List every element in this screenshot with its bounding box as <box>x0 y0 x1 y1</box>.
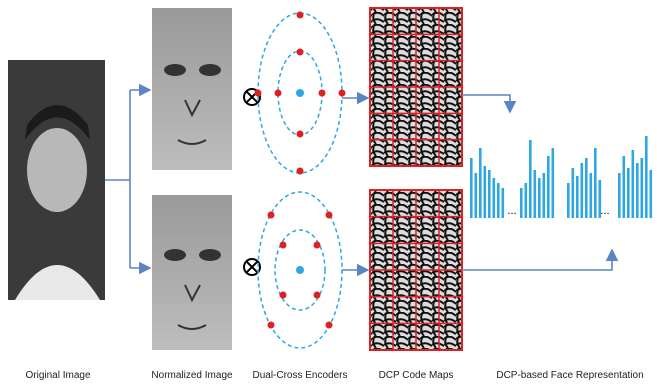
histogram-bar <box>645 136 648 218</box>
histogram-bar <box>497 183 500 218</box>
ellipsis: ... <box>600 205 609 217</box>
normalized-image <box>152 195 232 350</box>
histogram-bar <box>547 156 550 218</box>
normalized-image <box>152 8 232 170</box>
histogram <box>470 136 652 218</box>
histogram-bar <box>632 150 635 218</box>
diagram: ... ... Original Image Normalized Image … <box>0 0 657 386</box>
histogram-bar <box>650 170 653 218</box>
histogram-bar <box>636 163 639 218</box>
histogram-bar <box>520 188 523 218</box>
code-map <box>370 8 462 350</box>
original-image <box>8 60 105 300</box>
label: DCP Code Maps <box>379 370 454 381</box>
label: Dual-Cross Encoders <box>252 370 347 381</box>
histogram-bar <box>475 173 478 218</box>
histogram-bar <box>627 168 630 218</box>
histogram-bar <box>552 148 555 218</box>
ellipsis: ... <box>507 205 516 217</box>
histogram-bar <box>572 168 575 218</box>
histogram-bar <box>525 183 528 218</box>
histogram-bar <box>590 173 593 218</box>
histogram-bar <box>623 156 626 218</box>
histogram-bar <box>538 178 541 218</box>
histogram-bar <box>529 140 532 218</box>
label: Original Image <box>25 370 90 381</box>
histogram-bar <box>641 158 644 218</box>
encoder <box>255 12 346 175</box>
label: DCP-based Face Representation <box>496 370 643 381</box>
histogram-bar <box>594 148 597 218</box>
encoder <box>258 192 342 348</box>
operator <box>244 89 260 275</box>
histogram-bar <box>502 188 505 218</box>
histogram-bar <box>484 166 487 218</box>
histogram-bar <box>488 170 491 218</box>
histogram-bar <box>581 163 584 218</box>
histogram-bar <box>576 176 579 218</box>
histogram-bar <box>618 173 621 218</box>
histogram-bar <box>479 148 482 218</box>
histogram-bar <box>534 170 537 218</box>
histogram-bar <box>470 158 473 218</box>
histogram-bar <box>543 173 546 218</box>
histogram-bar <box>585 158 588 218</box>
histogram-bar <box>493 178 496 218</box>
label: Normalized Image <box>151 370 233 381</box>
histogram-bar <box>567 183 570 218</box>
